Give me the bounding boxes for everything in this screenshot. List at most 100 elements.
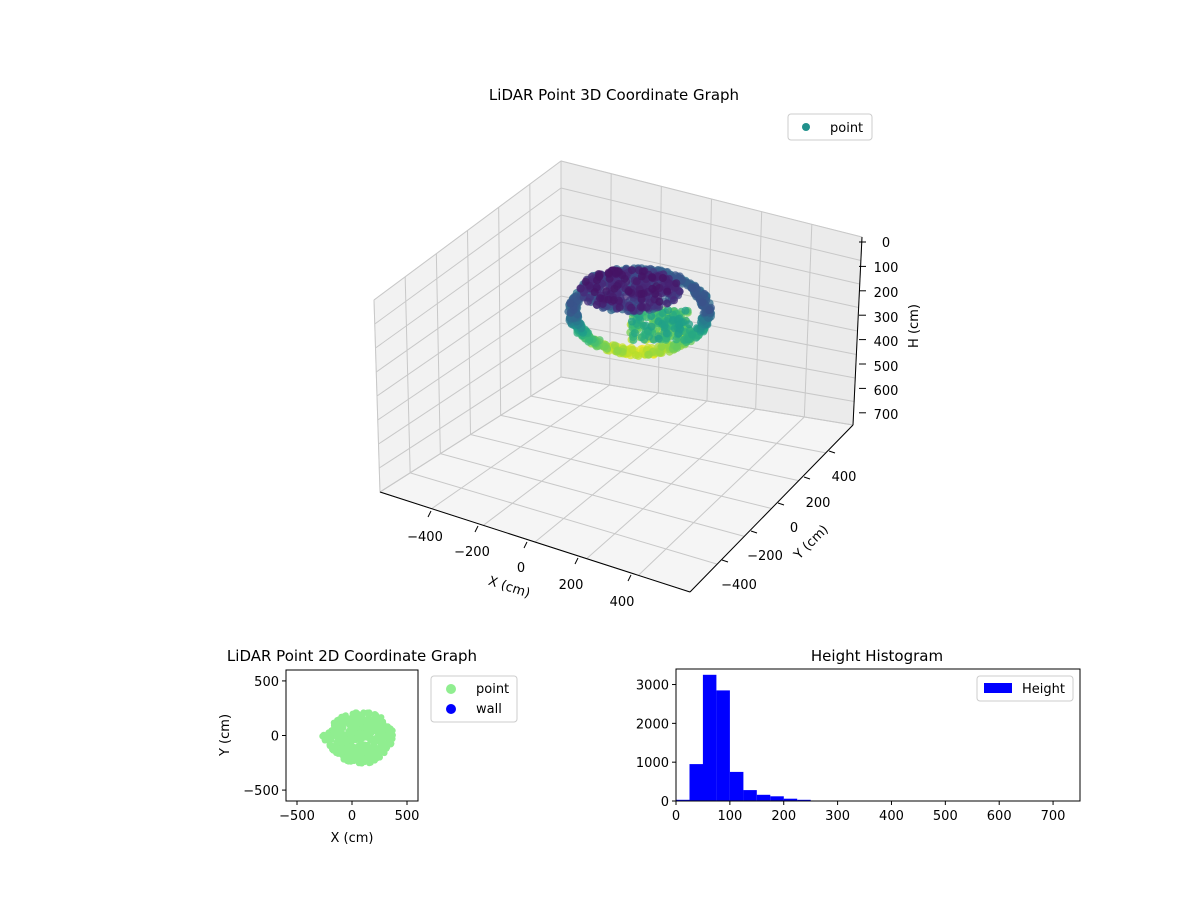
- chart-2d-ytick-2: −500: [243, 784, 279, 799]
- grid-z-left-8: [379, 376, 562, 493]
- point-3d: [700, 289, 709, 298]
- point-2d: [370, 739, 377, 746]
- histogram-bar-3: [716, 690, 730, 801]
- chart-2d-ylabel: Y (cm): [218, 714, 233, 757]
- point-3d: [641, 321, 650, 330]
- point-3d: [585, 335, 594, 344]
- chart-3d-ytick-3: −200: [747, 549, 783, 564]
- point-3d: [648, 273, 656, 282]
- point-3d: [675, 324, 684, 333]
- histogram-ytick-0: 0: [661, 795, 669, 810]
- point-3d: [631, 351, 640, 359]
- point-2d: [373, 755, 380, 762]
- grid-y-floor-2: [440, 453, 745, 537]
- point-2d: [358, 735, 365, 743]
- point-2d: [356, 730, 363, 737]
- point-3d: [685, 320, 694, 329]
- chart-3d-ytick-mark-3: [750, 530, 758, 534]
- point-2d: [341, 733, 348, 740]
- point-3d: [610, 284, 619, 293]
- point-3d: [615, 303, 624, 312]
- grid-z-left-7: [378, 349, 562, 469]
- point-3d: [637, 272, 646, 281]
- point-2d: [367, 724, 374, 732]
- point-3d: [612, 269, 620, 278]
- point-3d: [647, 312, 656, 321]
- histogram-xtick-5: 500: [933, 809, 958, 824]
- point-2d: [348, 717, 356, 724]
- chart-2d-legend-label-wall: wall: [476, 702, 502, 717]
- chart-3d-ytick-mark-1: [803, 476, 811, 480]
- histogram-bars: [676, 674, 838, 801]
- grid-z-back-2: [560, 214, 860, 285]
- chart-3d-ytick-1: 200: [806, 496, 831, 511]
- point-3d: [654, 334, 663, 343]
- histogram-xtick-7: 700: [1041, 809, 1066, 824]
- grid-y-floor-5: [530, 395, 826, 454]
- histogram-bar-6: [756, 794, 771, 801]
- histogram-xtick-2: 200: [771, 809, 796, 824]
- chart-3d-ztick-1: 100: [874, 261, 899, 276]
- chart-2d-legend-label-point: point: [476, 682, 509, 697]
- point-2d: [388, 740, 395, 747]
- chart-3d-xtick-mark-1: [474, 525, 479, 533]
- chart-3d-xtick-1: −200: [454, 545, 490, 560]
- point-3d: [705, 305, 714, 314]
- point-3d: [670, 296, 678, 305]
- point-3d: [612, 347, 621, 356]
- histogram-bar-0: [676, 799, 690, 801]
- chart-2d-xtick-1: 0: [348, 809, 356, 824]
- histogram-xtick-4: 400: [879, 809, 904, 824]
- point-3d: [592, 300, 601, 309]
- point-3d: [655, 297, 664, 306]
- point-2d: [374, 747, 382, 755]
- chart-3d-ytick-mark-0: [828, 450, 836, 454]
- chart-3d-legend-box: [787, 113, 873, 141]
- point-3d: [637, 290, 646, 298]
- histogram-ytick-2: 2000: [636, 717, 669, 732]
- chart-3d-ztick-6: 600: [874, 384, 899, 399]
- point-3d: [698, 298, 707, 307]
- point-3d: [672, 279, 681, 288]
- histogram-xtick-3: 300: [825, 809, 850, 824]
- chart-2d-point-cloud: [319, 709, 396, 767]
- chart-3d-ztick-5: 500: [874, 360, 899, 375]
- grid-z-left-0: [373, 160, 562, 301]
- point-2d: [386, 726, 393, 733]
- grid-y-floor-4: [500, 414, 799, 482]
- point-3d: [662, 299, 671, 308]
- point-2d: [355, 742, 362, 749]
- histogram-legend-box: [976, 675, 1074, 702]
- point-2d: [362, 729, 369, 736]
- chart-3d-xlabel: X (cm): [486, 574, 532, 602]
- point-2d: [331, 745, 338, 752]
- chart-2d-xlabel: X (cm): [331, 831, 374, 846]
- histogram-legend: Height: [976, 675, 1074, 702]
- histogram-bar-4: [729, 771, 744, 801]
- point-3d: [687, 284, 696, 293]
- chart-2d-xtick-2: 500: [395, 809, 420, 824]
- histogram-bar-2: [702, 674, 717, 801]
- point-3d: [647, 322, 656, 331]
- point-2d: [331, 726, 339, 734]
- point-3d: [654, 317, 663, 326]
- point-3d: [645, 350, 653, 359]
- point-2d: [364, 748, 371, 755]
- chart-3d-ztick-4: 400: [874, 335, 899, 350]
- point-2d: [349, 750, 356, 757]
- chart-3d-xtick-3: 200: [559, 578, 584, 593]
- chart-3d-legend-label: point: [830, 121, 863, 136]
- point-3d: [630, 329, 639, 337]
- chart-3d-xtick-0: −400: [407, 530, 443, 545]
- chart-histogram: Height Histogram 0 100 200 300 400 500 600 7000…: [636, 647, 1081, 824]
- histogram-xtick-0: 0: [672, 809, 680, 824]
- chart-3d-ytick-2: 0: [790, 521, 798, 536]
- point-2d: [351, 726, 358, 733]
- chart-3d-title: LiDAR Point 3D Coordinate Graph: [489, 86, 739, 104]
- chart-3d-ytick-4: −400: [721, 578, 757, 593]
- point-3d: [604, 295, 613, 304]
- chart-3d-ztick-7: 700: [874, 408, 899, 423]
- point-3d: [627, 266, 636, 275]
- point-2d: [355, 749, 363, 756]
- point-3d: [658, 274, 667, 282]
